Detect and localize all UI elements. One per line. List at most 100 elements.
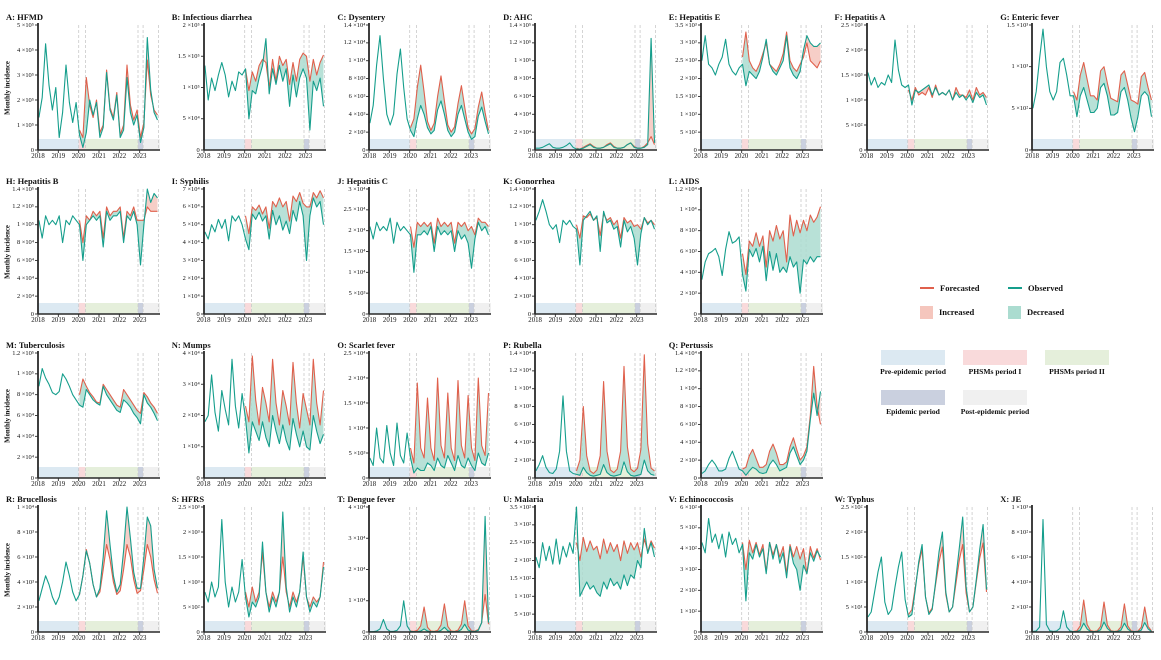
y-tick-label: 2.5 ×10⁴ bbox=[343, 206, 366, 214]
x-tick-label: 2020 bbox=[403, 153, 417, 160]
x-tick-label: 2020 bbox=[734, 153, 749, 160]
x-tick-label: 2023 bbox=[629, 153, 644, 160]
y-tick-label: 4 ×10⁴ bbox=[16, 274, 34, 282]
x-tick-label: 2018 bbox=[31, 153, 45, 160]
panel-title: T: Dengue fever bbox=[337, 494, 396, 504]
chart-W bbox=[863, 505, 989, 635]
legend-item-decreased: Decreased bbox=[1008, 305, 1096, 319]
y-tick-label: 1 ×10⁵ bbox=[16, 121, 34, 129]
panel-title: R: Brucellosis bbox=[6, 494, 57, 504]
x-tick-label: 2018 bbox=[362, 481, 377, 488]
chart-S bbox=[200, 505, 326, 635]
period-legend-item-3: Epidemic period bbox=[872, 390, 954, 430]
y-tick-label: 0 bbox=[859, 628, 863, 636]
x-tick-label: 2021 bbox=[257, 635, 272, 642]
x-tick-label: 2021 bbox=[920, 153, 935, 160]
y-tick-label: 0 bbox=[693, 146, 697, 154]
x-tick-label: 2022 bbox=[112, 317, 127, 324]
y-tick-label: 0 bbox=[693, 628, 697, 636]
x-tick-label: 2020 bbox=[1066, 635, 1080, 642]
y-tick-label: 1 ×10² bbox=[514, 592, 532, 600]
y-tick-label: 2 ×10³ bbox=[680, 75, 697, 83]
y-tick-label: 4 ×10³ bbox=[680, 268, 697, 276]
increased-fill-icon bbox=[920, 305, 933, 319]
decreased-fill-icon bbox=[1008, 305, 1021, 319]
x-tick-label: 2020 bbox=[71, 153, 86, 160]
chart-F bbox=[863, 23, 989, 153]
y-tick-label: 8 ×10³ bbox=[514, 239, 532, 247]
y-tick-label: 6 ×10³ bbox=[17, 553, 34, 561]
x-tick-label: 2022 bbox=[278, 635, 292, 642]
y-tick-label: 2 ×10³ bbox=[845, 46, 863, 54]
y-tick-label: 6 ×10² bbox=[1011, 553, 1029, 561]
y-axis-label: Monthly incidence bbox=[4, 60, 12, 115]
x-tick-label: 2022 bbox=[941, 635, 955, 642]
y-tick-label: 1 ×10³ bbox=[845, 96, 863, 104]
y-tick-label: 4 ×10³ bbox=[514, 274, 532, 282]
panel-title: I: Syphilis bbox=[171, 176, 209, 186]
y-tick-label: 4 ×10³ bbox=[17, 578, 34, 586]
y-tick-label: 1.2 ×10⁴ bbox=[509, 367, 532, 375]
x-tick-label: 2023 bbox=[464, 317, 478, 324]
y-tick-label: 1.2 ×10⁴ bbox=[674, 185, 697, 193]
x-tick-label: 2021 bbox=[92, 481, 106, 488]
y-tick-label: 0 bbox=[196, 474, 200, 482]
y-tick-label: 4 ×10² bbox=[680, 545, 697, 553]
y-tick-label: 6 ×10² bbox=[680, 503, 697, 511]
y-tick-label: 2.5 ×10⁴ bbox=[343, 349, 366, 357]
y-tick-label: 1 ×10⁴ bbox=[182, 443, 200, 451]
x-tick-label: 2019 bbox=[382, 481, 397, 488]
x-tick-label: 2023 bbox=[961, 153, 975, 160]
panel-title: Q: Pertussis bbox=[668, 340, 713, 350]
panel-C: C: Dysentery 1.4 ×10⁴ 1.2 ×10⁴ 1 ×10⁴ 8 ×10³… bbox=[333, 12, 499, 172]
y-tick-label: 0 bbox=[362, 146, 366, 154]
y-tick-label: 2 ×10³ bbox=[514, 456, 532, 464]
y-tick-label: 1.2 ×10⁴ bbox=[674, 367, 697, 375]
y-tick-label: 2 ×10³ bbox=[514, 292, 532, 300]
x-tick-label: 2021 bbox=[589, 317, 603, 324]
y-tick-label: 5 ×10³ bbox=[348, 449, 366, 457]
x-tick-label: 2023 bbox=[795, 481, 810, 488]
period-legend-item-2: PHSMs period II bbox=[1036, 350, 1118, 390]
x-tick-label: 2018 bbox=[362, 153, 377, 160]
y-tick-label: 1 ×10⁴ bbox=[514, 221, 532, 229]
panel-title: O: Scarlet fever bbox=[337, 340, 395, 350]
panel-title: U: Malaria bbox=[503, 494, 544, 504]
panel-title: M: Tuberculosis bbox=[6, 340, 65, 350]
y-tick-label: 3 ×10⁴ bbox=[182, 380, 200, 388]
period-legend-item-0: Pre-epidemic period bbox=[872, 350, 954, 390]
y-tick-label: 6 ×10³ bbox=[514, 420, 532, 428]
y-tick-label: 3 ×10² bbox=[680, 566, 697, 573]
y-tick-label: 8 ×10³ bbox=[348, 75, 366, 83]
y-tick-label: 1 ×10⁵ bbox=[182, 84, 200, 91]
x-tick-label: 2019 bbox=[382, 153, 397, 160]
y-tick-label: 2 ×10⁵ bbox=[16, 96, 34, 104]
x-tick-label: 2018 bbox=[196, 481, 211, 488]
x-tick-label: 2018 bbox=[196, 153, 211, 160]
x-tick-label: 2023 bbox=[298, 153, 313, 160]
period-legend-item-4: Post-epidemic period bbox=[954, 390, 1036, 430]
y-tick-label: 2.5 ×10³ bbox=[178, 503, 200, 511]
y-tick-label: 1.4 ×10⁴ bbox=[509, 349, 532, 357]
x-tick-label: 2018 bbox=[694, 153, 708, 160]
x-tick-label: 2018 bbox=[859, 635, 874, 642]
y-tick-label: 0 bbox=[362, 474, 366, 482]
chart-X bbox=[1029, 505, 1155, 635]
y-tick-label: 2 ×10⁴ bbox=[16, 292, 34, 300]
x-tick-label: 2021 bbox=[92, 317, 106, 324]
y-tick-label: 0 bbox=[30, 628, 34, 636]
y-tick-label: 5 ×10³ bbox=[348, 289, 366, 297]
y-tick-label: 1.4 ×10⁵ bbox=[509, 21, 532, 29]
chart-N bbox=[200, 351, 326, 481]
panel-X: X: JE 1 ×10³ 8 ×10² 6 ×10² 4 ×10² 2 ×10² 0 2018… bbox=[996, 494, 1161, 654]
y-tick-label: 1 ×10⁴ bbox=[348, 424, 366, 432]
y-tick-label: 1.2 ×10⁵ bbox=[509, 39, 532, 47]
y-tick-label: 2 ×10³ bbox=[182, 528, 200, 536]
y-tick-label: 5 ×10² bbox=[1011, 104, 1029, 112]
x-tick-label: 2018 bbox=[528, 635, 542, 642]
y-tick-label: 5 ×10² bbox=[845, 121, 863, 129]
x-tick-label: 2018 bbox=[196, 635, 211, 642]
y-tick-label: 1 ×10⁴ bbox=[16, 503, 34, 511]
y-tick-label: 0 bbox=[693, 310, 697, 318]
